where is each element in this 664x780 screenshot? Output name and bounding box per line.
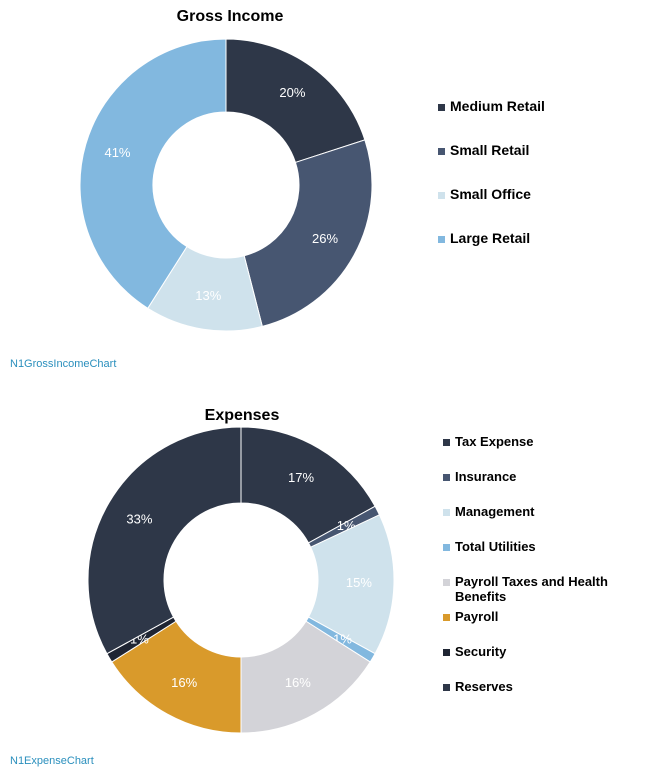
legend-label: Small Office	[450, 186, 531, 202]
legend-label: Payroll Taxes and Health Benefits	[455, 574, 608, 604]
legend-label: Small Retail	[450, 142, 530, 158]
slice-reserves	[87, 426, 242, 655]
legend-item-payroll: Payroll	[443, 609, 653, 644]
legend-item-small-office: Small Office	[438, 187, 545, 231]
legend-swatch	[438, 104, 445, 111]
legend-swatch	[438, 148, 445, 155]
legend-item-reserves: Reserves	[443, 679, 653, 714]
data-label-reserves: 33%	[126, 511, 152, 526]
legend-item-security: Security	[443, 644, 653, 679]
gross-income-chart: Gross Income 20% 26% 13% 41% Medium Retail S…	[0, 0, 664, 380]
legend-label: Total Utilities	[455, 539, 536, 554]
legend-swatch	[438, 236, 445, 243]
legend-label: Security	[455, 644, 507, 659]
chart-title: Expenses	[204, 407, 280, 424]
legend-item-medium-retail: Medium Retail	[438, 99, 545, 143]
data-label-small-office: 13%	[195, 288, 221, 303]
legend-swatch	[443, 509, 450, 516]
data-label-medium-retail: 20%	[279, 85, 305, 100]
slice-large-retail	[79, 38, 227, 309]
legend-swatch	[443, 649, 450, 656]
legend-item-payroll-taxes-and-health-benefits: Payroll Taxes and Health Benefits	[443, 574, 653, 609]
legend-item-large-retail: Large Retail	[438, 231, 545, 275]
expenses-legend: Tax Expense Insurance Management Total Util…	[443, 434, 653, 714]
legend-item-small-retail: Small Retail	[438, 143, 545, 187]
legend-label: Reserves	[455, 679, 513, 694]
chart-caption: N1GrossIncomeChart	[10, 358, 117, 370]
slice-medium-retail	[225, 38, 366, 164]
legend-swatch	[443, 579, 450, 586]
chart-title: Gross Income	[176, 8, 284, 25]
data-label-tax-expense: 17%	[288, 470, 314, 485]
legend-label: Large Retail	[450, 230, 531, 246]
legend-label: Management	[455, 504, 535, 519]
legend-item-tax-expense: Tax Expense	[443, 434, 653, 469]
expenses-donut: 17%1%15%1%16%16%1%33%	[87, 426, 395, 734]
data-label-payroll-taxes-and-health-benefits: 16%	[285, 675, 311, 690]
legend-item-insurance: Insurance	[443, 469, 653, 504]
legend-swatch	[443, 614, 450, 621]
legend-swatch	[438, 192, 445, 199]
expenses-chart: Expenses 17% 1% 15% 1% 16% 16% 1% 33% Tax Expen…	[0, 400, 664, 780]
legend-label: Medium Retail	[450, 98, 545, 114]
legend-swatch	[443, 684, 450, 691]
legend-item-management: Management	[443, 504, 653, 539]
gross-income-legend: Medium Retail Small Retail Small Office Lar…	[438, 99, 545, 275]
legend-label: Tax Expense	[455, 434, 534, 449]
legend-swatch	[443, 474, 450, 481]
legend-label: Payroll	[455, 609, 499, 624]
data-label-payroll: 16%	[171, 675, 197, 690]
slice-small-retail	[243, 139, 373, 328]
gross-income-donut: 20% 26% 13% 41%	[79, 38, 373, 332]
data-label-management: 15%	[346, 575, 372, 590]
chart-caption: N1ExpenseChart	[10, 755, 94, 767]
legend-label: Insurance	[455, 469, 517, 484]
legend-item-total-utilities: Total Utilities	[443, 539, 653, 574]
data-label-small-retail: 26%	[312, 231, 338, 246]
legend-swatch	[443, 439, 450, 446]
legend-swatch	[443, 544, 450, 551]
data-label-large-retail: 41%	[104, 145, 130, 160]
